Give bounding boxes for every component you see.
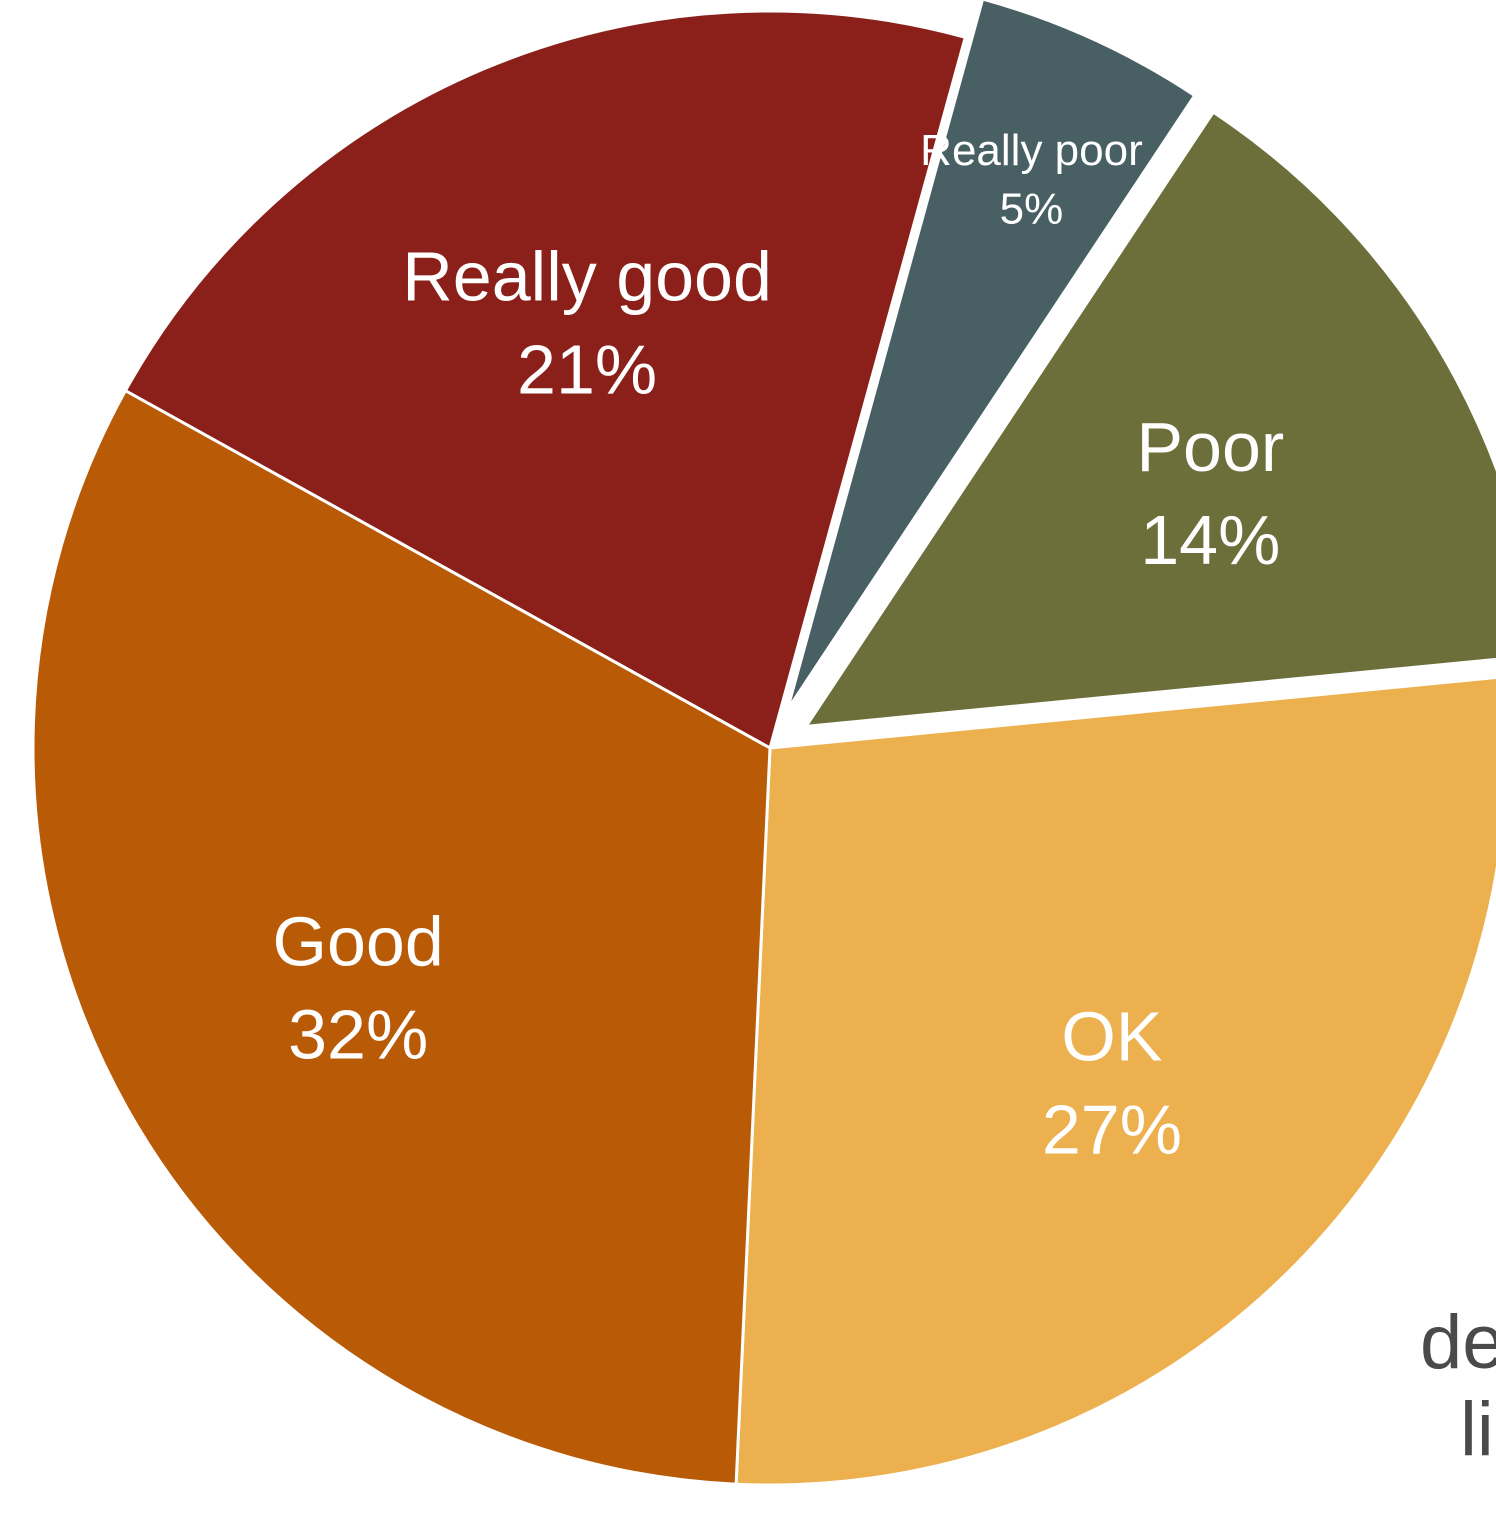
pie-slice-poor (803, 110, 1496, 729)
slice-label-poor: Poor (1136, 408, 1284, 486)
slice-value-really-good: 21% (517, 331, 657, 409)
pie-slice-ok (734, 676, 1496, 1487)
slice-value-really-poor: 5% (1000, 185, 1064, 234)
pie-slice-good (31, 388, 772, 1486)
slice-value-good: 32% (288, 995, 428, 1073)
slice-value-poor: 14% (1140, 501, 1280, 579)
slice-value-ok: 27% (1042, 1090, 1182, 1168)
slice-label-ok: OK (1061, 997, 1162, 1075)
pie-slice-really-poor (785, 0, 1197, 711)
cut-off-text-0: de (1420, 1300, 1496, 1385)
pie-slice-really-good (123, 9, 968, 751)
slice-label-good: Good (273, 902, 444, 980)
slice-label-really-good: Really good (402, 238, 772, 316)
cut-off-text-1: li (1460, 1387, 1494, 1472)
slice-label-really-poor: Really poor (920, 126, 1143, 175)
